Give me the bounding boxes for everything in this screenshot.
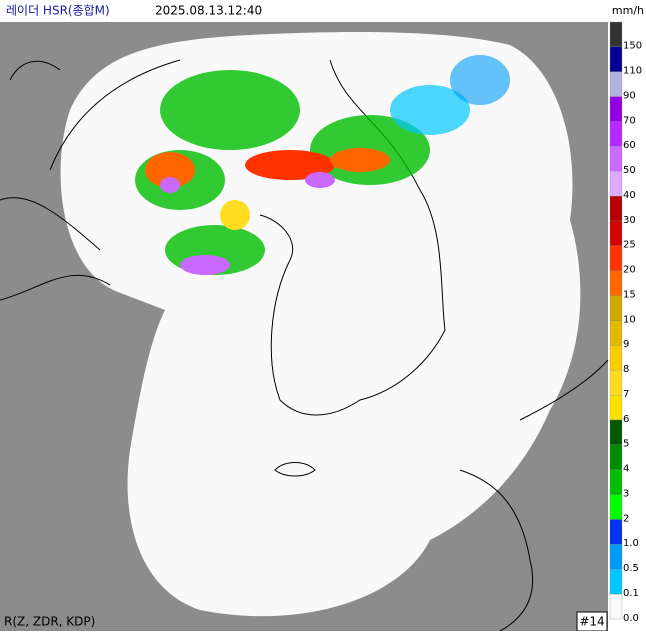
- legend-label: 5: [623, 439, 629, 450]
- legend-label: 110: [623, 66, 642, 77]
- legend-swatch: [609, 419, 623, 446]
- legend-swatch: [609, 519, 623, 545]
- legend-swatch: [609, 195, 623, 222]
- legend-swatch: [609, 544, 623, 570]
- legend-label: 90: [623, 90, 636, 101]
- legend-label: 2: [623, 513, 629, 524]
- legend-label: 8: [623, 364, 629, 375]
- legend-label: 4: [623, 464, 629, 475]
- legend-swatch: [609, 320, 623, 346]
- legend-swatch: [609, 171, 623, 197]
- legend-swatch: [609, 295, 623, 321]
- legend: 150 110 90 70 60 50 40 30 25 20 15 10 9 8 7 6 5 4 3 2 1.0 0.5…: [609, 21, 642, 624]
- legend-label: 0.0: [623, 613, 639, 624]
- legend-label: 10: [623, 314, 636, 325]
- unit: mm/h: [612, 4, 644, 17]
- legend-swatch: [609, 370, 623, 396]
- legend-label: 0.5: [623, 563, 639, 574]
- legend-label: 9: [623, 339, 629, 350]
- title: 레이더 HSR(종합M): [6, 4, 110, 18]
- legend-label: 0.1: [623, 588, 639, 599]
- legend-swatch: [609, 444, 623, 470]
- legend-label: 150: [623, 41, 642, 52]
- legend-label: 25: [623, 240, 636, 251]
- legend-swatch: [609, 46, 623, 72]
- legend-swatch: [609, 96, 623, 122]
- legend-swatch: [609, 593, 623, 620]
- legend-swatch: [609, 270, 623, 296]
- legend-label: 7: [623, 389, 629, 400]
- legend-swatch: [609, 394, 623, 421]
- legend-label: 30: [623, 215, 636, 226]
- frame-label: #14: [579, 615, 604, 629]
- coastline: [9, 59, 181, 171]
- legend-label: 70: [623, 115, 636, 126]
- legend-swatch: [609, 494, 623, 520]
- legend-swatch: [609, 220, 623, 247]
- map: R(Z, ZDR, KDP) #14: [0, 22, 609, 632]
- legend-label: 40: [623, 190, 636, 201]
- legend-swatch: [609, 146, 623, 172]
- legend-label: 3: [623, 488, 629, 499]
- legend-swatch: [609, 569, 623, 595]
- precipitation: [135, 55, 510, 275]
- legend-swatch: [609, 345, 623, 371]
- timestamp: 2025.08.13.12:40: [155, 4, 262, 18]
- legend-label: 60: [623, 140, 636, 151]
- legend-label: 20: [623, 265, 636, 276]
- legend-swatch: [609, 469, 623, 495]
- legend-label: 1.0: [623, 538, 639, 549]
- legend-label: 6: [623, 414, 629, 425]
- legend-swatch: [609, 245, 623, 271]
- legend-swatch: [609, 71, 623, 97]
- legend-label: 15: [623, 289, 636, 300]
- legend-label: 50: [623, 165, 636, 176]
- method-label: R(Z, ZDR, KDP): [4, 615, 95, 629]
- coastline: [0, 59, 609, 632]
- legend-swatch: [609, 21, 623, 48]
- legend-swatch: [609, 121, 623, 147]
